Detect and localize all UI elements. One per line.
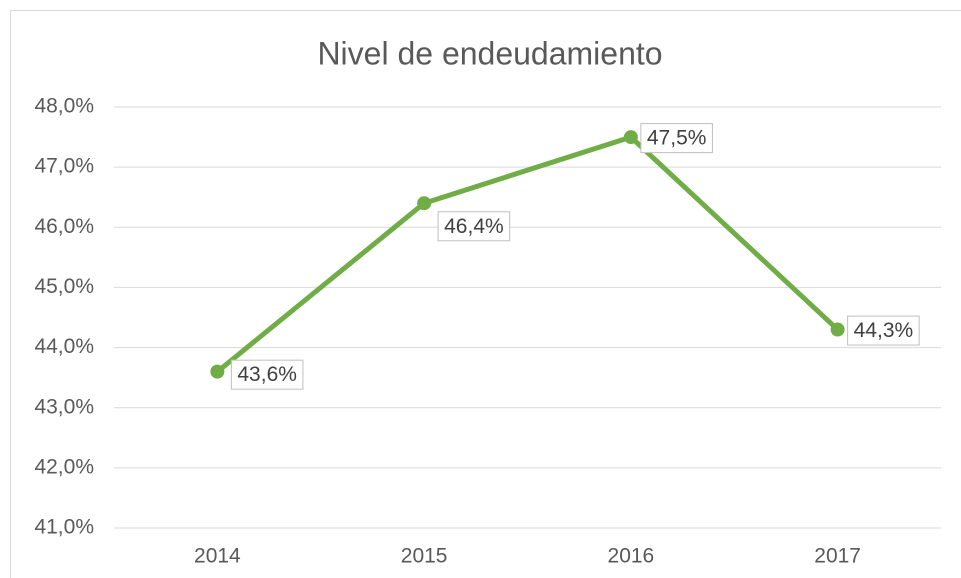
- data-label-box: [437, 211, 511, 242]
- x-tick-label: 2015: [401, 545, 448, 568]
- line: [215, 134, 840, 374]
- y-tick-label: 43,0%: [34, 395, 94, 418]
- y-tick-label: 41,0%: [34, 516, 94, 539]
- marker: [623, 130, 638, 145]
- chart-title: Nivel de endeudamiento: [317, 35, 662, 71]
- data-label: 43,6%: [237, 363, 297, 386]
- x-tick-label: 2014: [194, 545, 241, 568]
- y-tick-label: 47,0%: [34, 155, 94, 178]
- y-tick-label: 45,0%: [34, 275, 94, 298]
- marker: [210, 364, 225, 379]
- y-tick-label: 44,0%: [34, 335, 94, 358]
- marker: [830, 322, 845, 337]
- data-label: 44,3%: [854, 319, 914, 342]
- data-label-box: [230, 359, 304, 390]
- data-label-box: [640, 123, 713, 154]
- y-tick-label: 46,0%: [34, 215, 94, 238]
- data-label-box: [847, 315, 920, 346]
- data-label: 46,4%: [444, 215, 504, 238]
- y-tick-label: 42,0%: [34, 455, 94, 478]
- marker: [417, 196, 432, 211]
- data-label: 47,5%: [647, 127, 707, 150]
- y-tick-label: 48,0%: [34, 95, 94, 118]
- chart-border: [10, 10, 961, 578]
- x-tick-label: 2017: [814, 545, 861, 568]
- x-tick-label: 2016: [608, 545, 655, 568]
